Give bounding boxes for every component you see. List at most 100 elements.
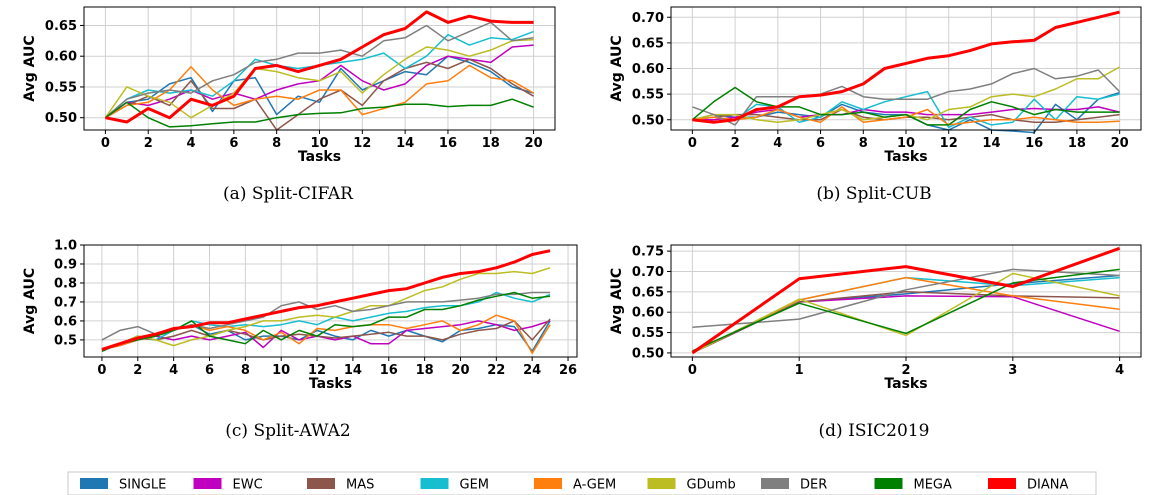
legend-label-der: DER — [800, 478, 827, 493]
x-tick-label: 2 — [731, 136, 740, 151]
series-line-diana — [691, 246, 1121, 355]
x-tick-label: 4 — [1115, 363, 1124, 378]
y-axis-label: Avg AUC — [609, 268, 625, 334]
plot-frame — [83, 244, 578, 358]
legend-swatch-gdumb — [647, 478, 676, 489]
x-tick-label: 2 — [133, 363, 142, 378]
x-tick-label: 1 — [795, 363, 804, 378]
series-line-gdumb — [104, 38, 534, 119]
legend-label-mega: MEGA — [914, 478, 953, 493]
x-tick-label: 2 — [144, 136, 153, 151]
legend-swatch-diana — [988, 478, 1016, 489]
y-tick-label: 0.6 — [54, 314, 77, 329]
legend-swatch-mas — [307, 478, 335, 489]
series-line-mega — [104, 98, 534, 128]
legend-label-mas: MAS — [346, 478, 374, 493]
series-line-single — [101, 320, 551, 353]
y-tick-label: 0.55 — [45, 80, 77, 95]
y-tick-label: 0.50 — [45, 111, 77, 126]
series-line-ewc — [101, 320, 551, 351]
y-axis-label: Avg AUC — [22, 35, 38, 101]
legend-frame — [67, 471, 1097, 495]
x-tick-label: 20 — [1111, 136, 1129, 151]
x-tick-label: 12 — [308, 363, 326, 378]
x-tick-label: 20 — [525, 136, 543, 151]
legend-swatch-a-gem — [534, 478, 562, 489]
series-line-der — [692, 67, 1121, 126]
x-tick-label: 24 — [523, 363, 541, 378]
x-axis-label: Tasks — [298, 149, 341, 165]
y-tick-label: 0.55 — [632, 88, 664, 103]
series-line-gdumb — [101, 267, 551, 351]
x-tick-label: 16 — [439, 136, 457, 151]
series-line-der — [104, 21, 534, 119]
panels: 0 2 4 6 8 10 12 14 16 18 200.500.550.600.65TasksAv… — [22, 6, 1142, 392]
y-tick-label: 0.55 — [632, 326, 664, 341]
y-tick-label: 0.50 — [632, 346, 664, 361]
x-tick-label: 20 — [451, 363, 469, 378]
legend-label-gem: GEM — [460, 478, 490, 493]
series-line-mas — [101, 318, 551, 351]
y-tick-label: 0.60 — [632, 62, 664, 77]
legend-label-gdumb: GDumb — [687, 478, 736, 493]
y-tick-label: 0.70 — [632, 11, 664, 26]
legend-swatch-single — [80, 478, 108, 489]
chart-panel-1: 0 2 4 6 8 10 12 14 16 18 20 0.50 0.55 0.60 0.65 0.70 Tas… — [609, 6, 1142, 165]
x-tick-label: 14 — [344, 363, 362, 378]
y-tick-label: 0.65 — [45, 19, 77, 34]
x-tick-label: 0 — [688, 363, 697, 378]
y-tick-label: 0.65 — [632, 285, 664, 300]
y-tick-label: 0.75 — [632, 245, 664, 260]
x-tick-label: 10 — [310, 136, 328, 151]
y-tick-label: 0.60 — [45, 50, 77, 65]
x-tick-label: 12 — [353, 136, 371, 151]
x-tick-label: 10 — [272, 363, 290, 378]
legend-label-ewc: EWC — [233, 478, 263, 493]
x-tick-label: 18 — [1068, 136, 1086, 151]
x-tick-label: 8 — [859, 136, 868, 151]
legend-swatch-mega — [874, 478, 903, 489]
x-tick-label: 10 — [897, 136, 915, 151]
legend-swatch-ewc — [193, 478, 222, 489]
y-tick-label: 0.60 — [632, 306, 664, 321]
y-tick-label: 0.8 — [54, 276, 77, 291]
y-axis-label: Avg AUC — [22, 268, 38, 334]
series-line-der — [692, 268, 1120, 329]
x-tick-label: 6 — [205, 363, 214, 378]
series-line-gdumb — [692, 272, 1120, 354]
x-tick-label: 2 — [901, 363, 910, 378]
y-axis-label: Avg AUC — [609, 35, 625, 101]
y-tick-label: 1.0 — [54, 239, 77, 254]
series-line-a-gem — [692, 106, 1120, 126]
x-tick-label: 18 — [482, 136, 500, 151]
x-tick-label: 14 — [396, 136, 414, 151]
x-tick-label: 8 — [241, 363, 250, 378]
caption-b: (b) Split-CUB — [816, 184, 931, 204]
series-line-ewc — [692, 106, 1120, 121]
x-tick-label: 0 — [97, 363, 106, 378]
y-tick-label: 0.50 — [632, 113, 664, 128]
series-line-mega — [692, 268, 1120, 352]
x-tick-label: 6 — [229, 136, 238, 151]
legend-swatch-der — [761, 478, 789, 489]
series-line-diana — [105, 10, 534, 124]
series-line-a-gem — [105, 64, 534, 119]
legend-items: SINGLE EWC MAS GEM A-GEM GDumb DER MEGA DIANA — [80, 478, 1068, 493]
legend: SINGLE EWC MAS GEM A-GEM GDumb DER MEGA DIANA — [67, 471, 1097, 495]
series-line-diana — [101, 249, 551, 351]
legend-label-diana: DIANA — [1027, 478, 1068, 493]
x-tick-label: 16 — [1025, 136, 1043, 151]
y-tick-label: 0.70 — [632, 265, 664, 280]
y-tick-label: 0.5 — [54, 333, 77, 348]
series-line-mega — [691, 86, 1120, 126]
x-tick-label: 0 — [688, 136, 697, 151]
legend-swatch-gem — [420, 478, 449, 489]
chart-panel-3: 0 1 2 3 4 0.50 0.55 0.60 0.65 0.70 0.75 Tasks Avg AU… — [609, 244, 1142, 392]
x-axis-label: Tasks — [884, 149, 927, 165]
x-tick-label: 12 — [940, 136, 958, 151]
x-tick-label: 14 — [982, 136, 1000, 151]
y-tick-label: 0.7 — [54, 295, 77, 310]
x-axis-label: Tasks — [309, 376, 352, 392]
x-tick-label: 16 — [380, 363, 398, 378]
